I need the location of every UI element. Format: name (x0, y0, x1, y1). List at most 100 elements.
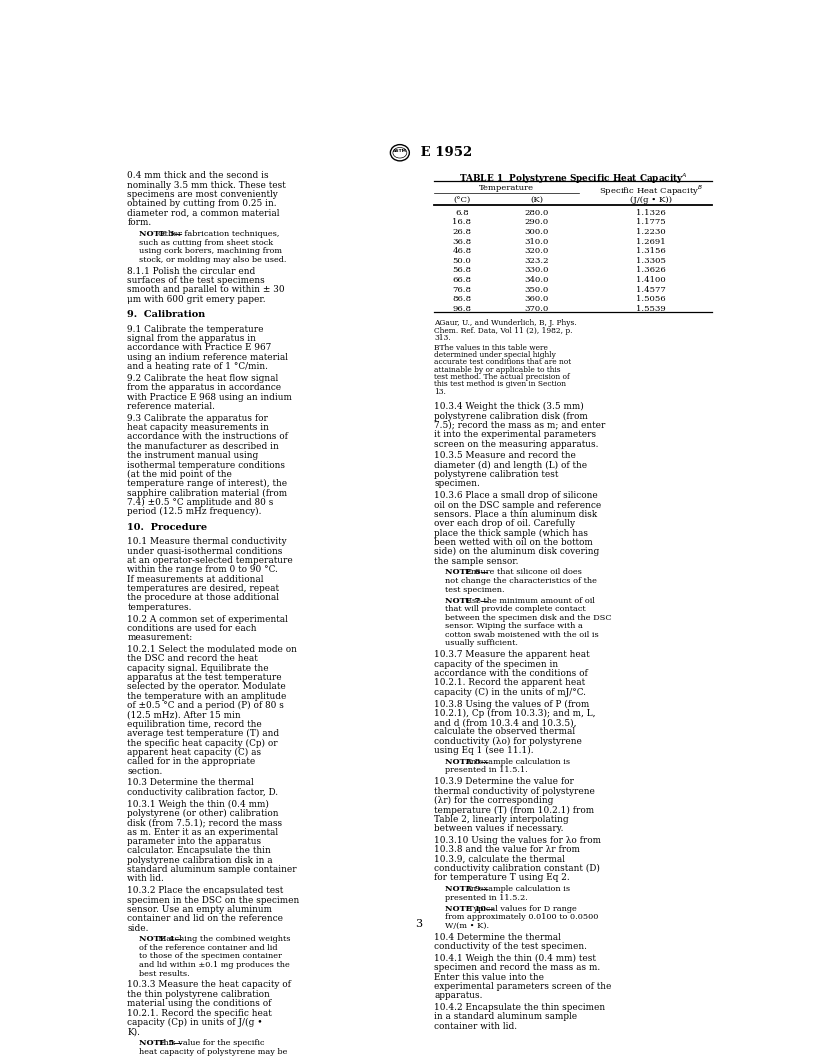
Text: side.: side. (127, 924, 149, 932)
Text: equilibration time, record the: equilibration time, record the (127, 720, 262, 729)
Text: under quasi-isothermal conditions: under quasi-isothermal conditions (127, 547, 282, 555)
Text: sensor. Use an empty aluminum: sensor. Use an empty aluminum (127, 905, 273, 913)
Text: NOTE 6—: NOTE 6— (446, 568, 489, 577)
Text: 9.  Calibration: 9. Calibration (127, 310, 206, 320)
Text: the thin polystyrene calibration: the thin polystyrene calibration (127, 989, 270, 999)
Text: An example calculation is: An example calculation is (465, 758, 570, 766)
Text: 340.0: 340.0 (525, 276, 549, 284)
Text: 66.8: 66.8 (452, 276, 472, 284)
Text: 9.1 Calibrate the temperature: 9.1 Calibrate the temperature (127, 324, 264, 334)
Text: heat capacity measurements in: heat capacity measurements in (127, 423, 269, 432)
Text: temperatures.: temperatures. (127, 603, 192, 611)
Text: period (12.5 mHz frequency).: period (12.5 mHz frequency). (127, 507, 262, 516)
Text: that will provide complete contact: that will provide complete contact (446, 605, 586, 614)
Text: stock, or molding may also be used.: stock, or molding may also be used. (139, 256, 286, 264)
Text: 3: 3 (415, 920, 422, 929)
Text: of ±0.5 °C and a period (P) of 80 s: of ±0.5 °C and a period (P) of 80 s (127, 701, 284, 711)
Text: Specific Heat Capacity$^B$: Specific Heat Capacity$^B$ (599, 184, 703, 199)
Text: (λr) for the corresponding: (λr) for the corresponding (434, 796, 553, 806)
Text: 330.0: 330.0 (525, 266, 549, 275)
Text: polystyrene calibration disk in a: polystyrene calibration disk in a (127, 855, 273, 865)
Text: conductivity calibration factor, D.: conductivity calibration factor, D. (127, 788, 278, 797)
Text: over each drop of oil. Carefully: over each drop of oil. Carefully (434, 520, 575, 528)
Text: Typical values for D range: Typical values for D range (468, 905, 576, 912)
Text: TABLE 1  Polystyrene Specific Heat Capacity$^A$: TABLE 1 Polystyrene Specific Heat Capaci… (459, 171, 688, 186)
Text: measurement:: measurement: (127, 634, 193, 642)
Text: Temperature: Temperature (479, 184, 534, 191)
Text: 10.4.1 Weigh the thin (0.4 mm) test: 10.4.1 Weigh the thin (0.4 mm) test (434, 954, 596, 963)
Text: 310.0: 310.0 (525, 238, 549, 246)
Text: of the reference container and lid: of the reference container and lid (139, 944, 277, 951)
Text: 76.8: 76.8 (452, 285, 472, 294)
Text: average test temperature (T) and: average test temperature (T) and (127, 730, 279, 738)
Text: NOTE 5—: NOTE 5— (139, 1039, 182, 1048)
Text: the temperature with an amplitude: the temperature with an amplitude (127, 692, 286, 701)
Text: accordance with Practice E 967: accordance with Practice E 967 (127, 343, 272, 353)
Text: standard aluminum sample container: standard aluminum sample container (127, 865, 297, 874)
Text: thermal conductivity of polystyrene: thermal conductivity of polystyrene (434, 787, 595, 796)
Text: place the thick sample (which has: place the thick sample (which has (434, 529, 588, 538)
Text: container and lid on the reference: container and lid on the reference (127, 914, 283, 923)
Text: accordance with the instructions of: accordance with the instructions of (127, 433, 288, 441)
Text: W/(m • K).: W/(m • K). (446, 922, 490, 929)
Text: nominally 3.5 mm thick. These test: nominally 3.5 mm thick. These test (127, 181, 286, 190)
Text: the DSC and record the heat: the DSC and record the heat (127, 655, 258, 663)
Text: the procedure at those additional: the procedure at those additional (127, 593, 279, 603)
Text: BThe values in this table were: BThe values in this table were (434, 343, 548, 352)
Text: 1.3626: 1.3626 (636, 266, 666, 275)
Text: section.: section. (127, 767, 162, 776)
Text: using an indium reference material: using an indium reference material (127, 353, 288, 362)
Text: sensors. Place a thin aluminum disk: sensors. Place a thin aluminum disk (434, 510, 597, 518)
Text: the sample sensor.: the sample sensor. (434, 557, 518, 566)
Text: 1.1326: 1.1326 (636, 209, 666, 216)
Text: 10.4 Determine the thermal: 10.4 Determine the thermal (434, 932, 561, 942)
Text: 10.3.1 Weigh the thin (0.4 mm): 10.3.1 Weigh the thin (0.4 mm) (127, 799, 269, 809)
Text: 10.3.2 Place the encapsulated test: 10.3.2 Place the encapsulated test (127, 886, 283, 895)
Text: 10.3.9, calculate the thermal: 10.3.9, calculate the thermal (434, 854, 565, 864)
Text: NOTE 3—: NOTE 3— (139, 230, 182, 238)
Text: capacity (Cp) in units of J/(g •: capacity (Cp) in units of J/(g • (127, 1018, 263, 1027)
Text: screen on the measuring apparatus.: screen on the measuring apparatus. (434, 439, 598, 449)
Text: at an operator-selected temperature: at an operator-selected temperature (127, 557, 293, 565)
Text: 10.3.7 Measure the apparent heat: 10.3.7 Measure the apparent heat (434, 650, 590, 659)
Text: 10.3.8 Using the values of P (from: 10.3.8 Using the values of P (from (434, 699, 589, 709)
Text: 26.8: 26.8 (452, 228, 472, 237)
Text: between the specimen disk and the DSC: between the specimen disk and the DSC (446, 614, 612, 622)
Text: K).: K). (127, 1027, 140, 1036)
Text: test specimen.: test specimen. (446, 586, 505, 593)
Text: from approximately 0.0100 to 0.0500: from approximately 0.0100 to 0.0500 (446, 913, 599, 921)
Text: called for in the appropriate: called for in the appropriate (127, 757, 255, 767)
Text: μm with 600 grit emery paper.: μm with 600 grit emery paper. (127, 295, 266, 304)
Text: polystyrene (or other) calibration: polystyrene (or other) calibration (127, 809, 279, 818)
Text: (K): (K) (530, 195, 543, 204)
Text: smooth and parallel to within ± 30: smooth and parallel to within ± 30 (127, 285, 285, 295)
Text: 10.1 Measure thermal conductivity: 10.1 Measure thermal conductivity (127, 538, 287, 546)
Text: (°C): (°C) (453, 195, 471, 204)
Text: 360.0: 360.0 (525, 296, 549, 303)
Text: NOTE 8—: NOTE 8— (446, 758, 489, 766)
Text: AGaur, U., and Wunderlich, B, J. Phys.: AGaur, U., and Wunderlich, B, J. Phys. (434, 319, 577, 327)
Text: oil on the DSC sample and reference: oil on the DSC sample and reference (434, 501, 601, 510)
Text: 10.2.1), Cp (from 10.3.3); and m, L,: 10.2.1), Cp (from 10.3.3); and m, L, (434, 709, 596, 718)
Text: presented in 11.5.1.: presented in 11.5.1. (446, 767, 528, 774)
Text: calculator. Encapsulate the thin: calculator. Encapsulate the thin (127, 846, 271, 855)
Text: 56.8: 56.8 (452, 266, 472, 275)
Text: apparatus at the test temperature: apparatus at the test temperature (127, 673, 282, 682)
Text: (at the mid point of the: (at the mid point of the (127, 470, 233, 479)
Text: this test method is given in Section: this test method is given in Section (434, 380, 566, 389)
Text: 9.2 Calibrate the heat flow signal: 9.2 Calibrate the heat flow signal (127, 374, 278, 383)
Text: sensor. Wiping the surface with a: sensor. Wiping the surface with a (446, 622, 583, 630)
Text: 96.8: 96.8 (452, 305, 472, 313)
Text: the manufacturer as described in: the manufacturer as described in (127, 441, 279, 451)
Text: disk (from 7.5.1); record the mass: disk (from 7.5.1); record the mass (127, 818, 282, 827)
Text: 290.0: 290.0 (525, 219, 549, 226)
Text: 1.2691: 1.2691 (636, 238, 666, 246)
Text: 300.0: 300.0 (525, 228, 549, 237)
Text: signal from the apparatus in: signal from the apparatus in (127, 334, 256, 343)
Text: within the range from 0 to 90 °C.: within the range from 0 to 90 °C. (127, 565, 278, 574)
Text: 86.8: 86.8 (452, 296, 472, 303)
Text: test method. The actual precision of: test method. The actual precision of (434, 373, 570, 381)
Text: capacity of the specimen in: capacity of the specimen in (434, 660, 558, 668)
Text: 36.8: 36.8 (452, 238, 472, 246)
Text: An example calculation is: An example calculation is (465, 885, 570, 893)
